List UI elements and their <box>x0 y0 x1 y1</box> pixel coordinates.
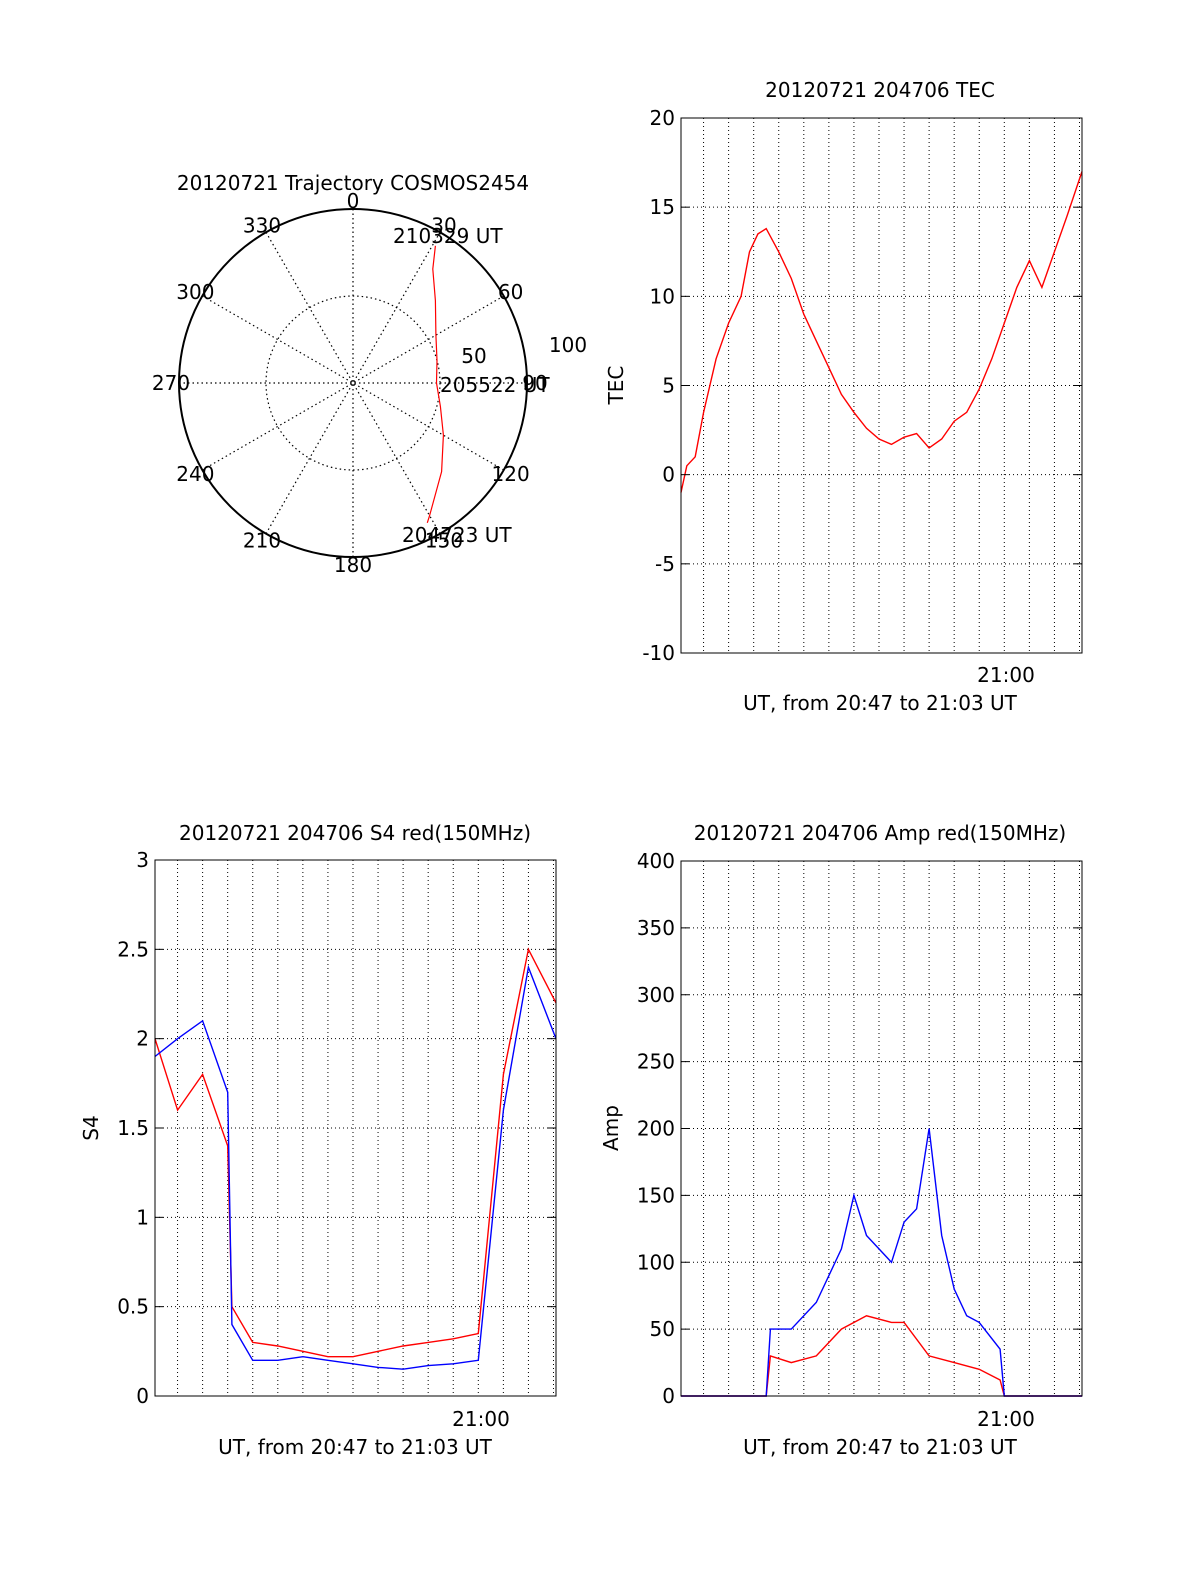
trajectory-title: 20120721 Trajectory COSMOS2454 <box>177 171 529 195</box>
polar-angle-label: 210 <box>243 529 281 553</box>
s4-chart: 20120721 204706 S4 red(150MHz) 3 2.5 2 1.5 1… <box>79 821 557 1459</box>
amp-y-tick-label: 300 <box>637 983 675 1007</box>
s4-y-axis-label: S4 <box>79 1115 103 1140</box>
polar-angle-label: 180 <box>334 553 372 577</box>
tec-y-tick-label: -10 <box>642 641 675 665</box>
tec-y-tick-label: 20 <box>650 106 675 130</box>
trajectory-chart: 20120721 Trajectory COSMOS2454 0 30 60 90 12… <box>152 171 587 577</box>
s4-x-tick-label: 21:00 <box>452 1407 510 1431</box>
tec-x-axis-label: UT, from 20:47 to 21:03 UT <box>743 691 1018 715</box>
amp-y-axis-label: Amp <box>599 1105 623 1151</box>
s4-line-red <box>154 947 557 1358</box>
amp-chart: 20120721 204706 Amp red(150MHz) 400 350 30… <box>599 821 1083 1459</box>
polar-grid <box>178 208 528 558</box>
annotation-end-time: 210329 UT <box>393 224 503 248</box>
tec-y-tick-label: 5 <box>662 374 675 398</box>
polar-angle-label: 300 <box>176 280 214 304</box>
trajectory-series <box>426 245 445 523</box>
s4-title: 20120721 204706 S4 red(150MHz) <box>179 821 531 845</box>
amp-y-tick-label: 350 <box>637 916 675 940</box>
s4-y-tick-label: 2 <box>136 1027 149 1051</box>
tec-y-tick-label: -5 <box>655 552 675 576</box>
polar-angle-label: 120 <box>492 462 530 486</box>
radial-label-100: 100 <box>549 333 587 357</box>
amp-y-tick-label: 150 <box>637 1183 675 1207</box>
s4-y-tick-label: 3 <box>136 848 149 872</box>
amp-y-tick-label: 200 <box>637 1117 675 1141</box>
amp-y-tick-label: 0 <box>662 1384 675 1408</box>
polar-angle-label: 30 <box>431 213 456 237</box>
tec-y-ticks: 20 15 10 5 0 -5 -10 <box>642 106 1082 665</box>
amp-y-tick-label: 250 <box>637 1050 675 1074</box>
polar-angle-label: 90 <box>522 371 547 395</box>
amp-grid <box>681 861 1082 1396</box>
trajectory-line <box>426 245 445 523</box>
s4-y-tick-label: 2.5 <box>117 937 149 961</box>
s4-y-tick-label: 0.5 <box>117 1295 149 1319</box>
s4-x-axis-label: UT, from 20:47 to 21:03 UT <box>218 1435 493 1459</box>
tec-series <box>680 171 1083 493</box>
amp-line-red <box>681 1315 1082 1397</box>
polar-angle-label: 0 <box>347 189 360 213</box>
amp-series <box>681 1128 1082 1397</box>
s4-y-tick-label: 1.5 <box>117 1116 149 1140</box>
tec-y-axis-label: TEC <box>604 366 628 406</box>
s4-y-ticks: 3 2.5 2 1.5 1 0.5 0 <box>117 848 556 1408</box>
polar-angle-label: 330 <box>243 213 281 237</box>
amp-line-blue <box>681 1128 1082 1397</box>
annotation-mid-time: 205522 UT <box>440 373 550 397</box>
tec-y-tick-label: 0 <box>662 463 675 487</box>
amp-y-tick-label: 50 <box>650 1317 675 1341</box>
amp-x-tick-label: 21:00 <box>977 1407 1035 1431</box>
s4-y-tick-label: 0 <box>136 1384 149 1408</box>
annotation-start-time: 204723 UT <box>402 523 512 547</box>
radial-label-50: 50 <box>461 344 486 368</box>
s4-series <box>154 947 557 1370</box>
polar-radial-labels: 50 100 <box>461 333 587 368</box>
tec-x-tick-label: 21:00 <box>977 663 1035 687</box>
s4-grid <box>155 860 556 1396</box>
tec-line-red <box>680 171 1083 493</box>
s4-line-blue <box>154 964 557 1370</box>
tec-y-tick-label: 10 <box>650 284 675 308</box>
amp-y-tick-label: 400 <box>637 849 675 873</box>
polar-angle-label: 270 <box>152 371 190 395</box>
amp-y-tick-label: 100 <box>637 1250 675 1274</box>
tec-y-tick-label: 15 <box>650 195 675 219</box>
polar-angle-label: 60 <box>498 280 523 304</box>
tec-title: 20120721 204706 TEC <box>765 78 995 102</box>
polar-angle-labels: 0 30 60 90 120 150 180 210 240 270 300 330 <box>152 189 548 577</box>
amp-y-ticks: 400 350 300 250 200 150 100 50 0 <box>637 849 1082 1408</box>
polar-angle-label: 150 <box>425 529 463 553</box>
amp-title: 20120721 204706 Amp red(150MHz) <box>694 821 1066 845</box>
polar-angle-label: 240 <box>176 462 214 486</box>
tec-grid <box>681 118 1082 653</box>
amp-x-axis-label: UT, from 20:47 to 21:03 UT <box>743 1435 1018 1459</box>
s4-y-tick-label: 1 <box>136 1205 149 1229</box>
